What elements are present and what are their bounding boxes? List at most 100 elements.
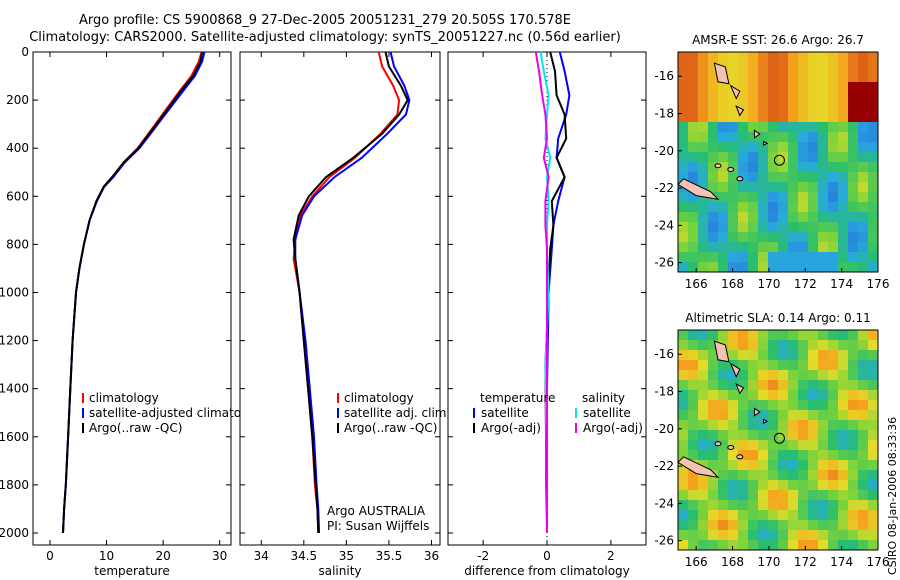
map-cell [768,82,778,92]
series-line [294,51,411,534]
map-cell [688,242,698,252]
map-cell [808,490,818,500]
map-cell [688,222,698,232]
map-cell [788,480,798,490]
map-cell [688,540,698,550]
map-cell [858,182,868,192]
y-tick-label: -24 [654,218,674,232]
map-cell [868,152,878,162]
map-cell [788,370,798,380]
map-cell [698,112,708,122]
map-cell [858,62,868,72]
map-cell [838,380,848,390]
map-cell [808,162,818,172]
map-cell [748,370,758,380]
map-cell [718,390,728,400]
map-cell [678,202,688,212]
map-cell [748,430,758,440]
map-cell [788,222,798,232]
map-cell [698,450,708,460]
map-cell [778,122,788,132]
map-cell [838,330,848,340]
map-cell [718,330,728,340]
map-cell [738,480,748,490]
map-cell [808,152,818,162]
map-cell [828,232,838,242]
map-cell [798,500,808,510]
map-cell [728,450,738,460]
x-tick-label: 176 [867,555,890,569]
map-cell [778,52,788,62]
map-cell [718,360,728,370]
map-cell [818,480,828,490]
map-cell [818,440,828,450]
map-cell [738,232,748,242]
map-cell [688,92,698,102]
map-cell [828,490,838,500]
map-cell [808,62,818,72]
map-cell [688,102,698,112]
map-cell [748,530,758,540]
panel-annotation: Argo AUSTRALIA [327,504,426,518]
map-cell [708,252,718,262]
map-cell [738,132,748,142]
map-cell [838,72,848,82]
map-cell [748,470,758,480]
map-cell [678,82,688,92]
map-cell [798,152,808,162]
map-cell [778,92,788,102]
x-tick-label: 172 [794,277,817,291]
map-cell [738,420,748,430]
map-cell [848,440,858,450]
map-cell [858,162,868,172]
map-cell [778,480,788,490]
map-cell [808,172,818,182]
map-cell [748,480,758,490]
map-cell [788,132,798,142]
map-cell [818,102,828,112]
map-cell [758,222,768,232]
map-cell [788,420,798,430]
island-land [735,105,745,117]
map-cell [748,202,758,212]
map-cell [868,390,878,400]
map-cell [818,460,828,470]
map-cell [738,62,748,72]
map-cell [818,152,828,162]
map-cell [688,450,698,460]
map-cell [758,92,768,102]
map-cell [828,340,838,350]
profile-panel-1: 0 10 20 30 0 200 400 600 800 1000 1200 1400 1600 1800… [0,45,267,578]
map-cell [778,390,788,400]
map-cell [858,192,868,202]
legend-label: satellite [481,406,529,420]
map-cell [768,350,778,360]
map-cell [688,530,698,540]
map-cell [758,182,768,192]
map-cell [718,122,728,132]
map-cell [768,360,778,370]
y-tick-label: -18 [654,107,674,121]
map-cell [768,420,778,430]
map-cell [738,162,748,172]
map-cell [838,92,848,102]
map-cell [788,440,798,450]
map-cell [868,330,878,340]
map-cell [848,112,858,122]
map-cell [678,480,688,490]
map-cell [678,72,688,82]
map-cell [868,102,878,112]
map-cell [828,430,838,440]
map-cell [758,520,768,530]
map-cell [808,242,818,252]
map-cell [708,182,718,192]
map-cell [868,490,878,500]
map-cell [758,82,768,92]
map-cell [808,480,818,490]
map-cell [788,460,798,470]
map-cell [718,82,728,92]
map-cell [688,112,698,122]
map-cell [868,72,878,82]
map-cell [848,182,858,192]
map-cell [678,350,688,360]
